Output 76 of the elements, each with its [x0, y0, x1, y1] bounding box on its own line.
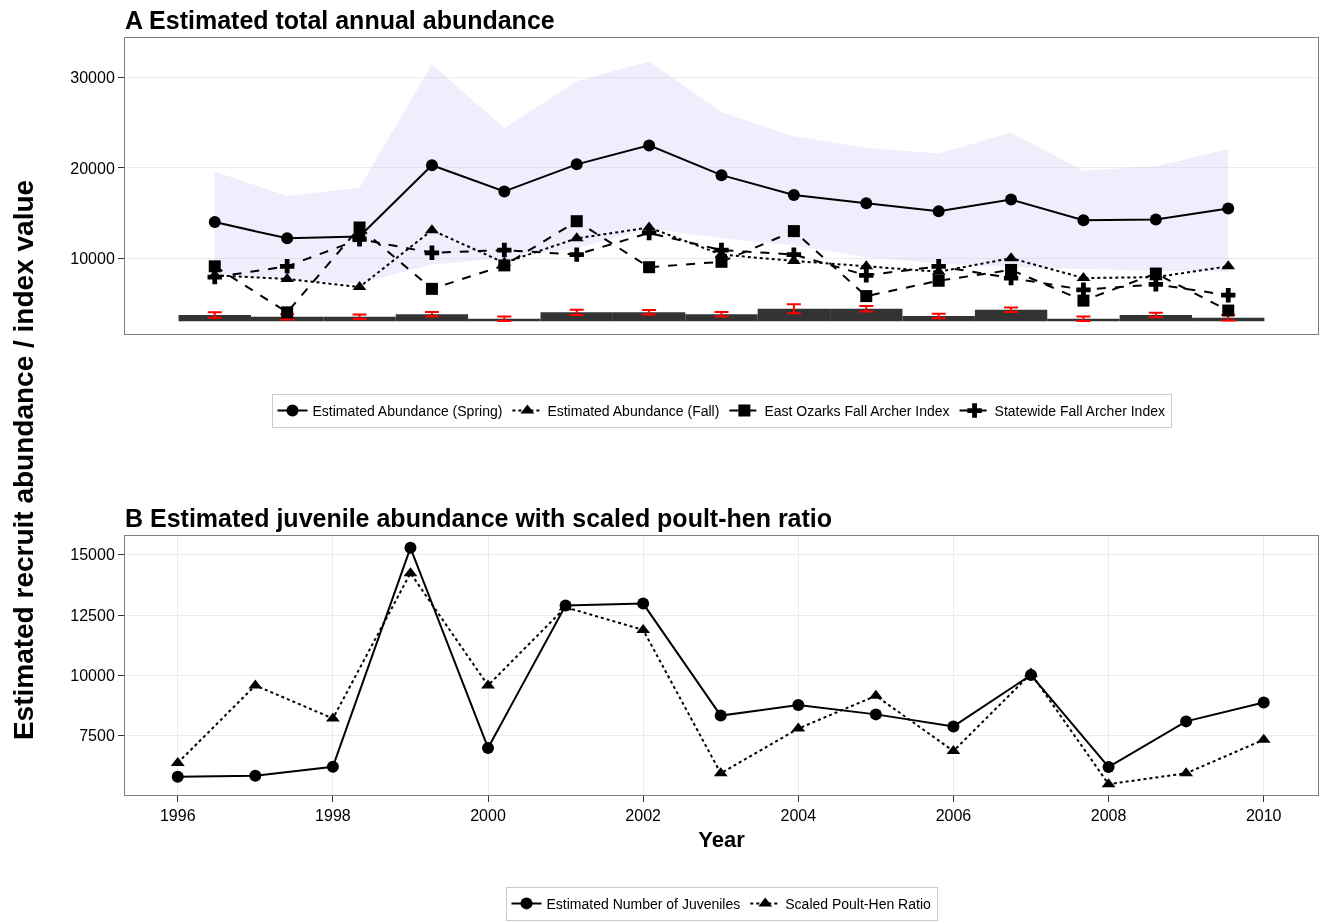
point [208, 216, 221, 229]
point [932, 205, 945, 218]
point [497, 242, 512, 258]
y-tick-label: 30000 [70, 69, 115, 87]
x-tick-label: 2000 [470, 807, 506, 825]
x-axis-title: Year [698, 827, 746, 853]
y-tick-label: 20000 [70, 159, 115, 177]
x-tick-label: 2002 [625, 807, 662, 825]
point [425, 224, 439, 234]
point [715, 255, 728, 268]
point [947, 720, 960, 733]
point [1180, 715, 1193, 728]
legend-label: Estimated Number of Juveniles [546, 895, 741, 912]
point [326, 760, 339, 773]
point [1024, 667, 1038, 677]
legend-label: Statewide Fall Archer Index [994, 403, 1165, 420]
legend-label: Scaled Poult-Hen Ratio [785, 895, 931, 912]
point [498, 259, 511, 272]
x-tick-label: 2004 [780, 807, 817, 825]
point [570, 215, 583, 228]
chart-title: B Estimated juvenile abundance with scaled poult-hen ratio [125, 503, 833, 532]
point [1004, 252, 1018, 262]
point [792, 698, 805, 711]
y-tick-label: 7500 [79, 727, 115, 745]
point [481, 679, 495, 689]
point [208, 260, 221, 273]
y-tick-label: 10000 [70, 667, 115, 685]
point [569, 247, 584, 262]
point [1222, 202, 1235, 215]
legend-label: Estimated Abundance (Spring) [312, 403, 503, 420]
point [1102, 761, 1115, 773]
x-tick-label: 1996 [159, 807, 196, 825]
point [498, 185, 511, 198]
point [570, 158, 583, 171]
point [1076, 282, 1091, 297]
point [1149, 213, 1162, 226]
point [715, 169, 728, 182]
point [1221, 288, 1236, 303]
point [1077, 214, 1090, 227]
y-tick-label: 12500 [70, 606, 115, 624]
point [353, 221, 366, 234]
x-tick-label: 2006 [935, 807, 972, 825]
point [869, 708, 882, 721]
x-tick-label: 2010 [1245, 807, 1282, 825]
point [643, 139, 656, 152]
legend-label: East Ozarks Fall Archer Index [764, 403, 950, 420]
point [281, 232, 294, 245]
point [425, 282, 438, 295]
point [281, 306, 294, 319]
point [1222, 304, 1235, 317]
point [860, 290, 873, 303]
y-axis-title: Estimated recruit abundance / index value [8, 179, 40, 741]
y-tick-label: 10000 [70, 249, 115, 267]
chart-title: A Estimated total annual abundance [125, 5, 555, 34]
point [249, 769, 262, 782]
point [637, 597, 650, 610]
y-tick-label: 15000 [70, 546, 115, 564]
point [425, 159, 438, 172]
point [859, 268, 874, 283]
point [279, 259, 295, 274]
point [1077, 294, 1090, 307]
point [1005, 193, 1018, 206]
point [482, 741, 495, 754]
legend-label: Estimated Abundance (Fall) [547, 403, 720, 420]
point [787, 189, 800, 202]
point [643, 261, 656, 274]
x-tick-label: 2008 [1090, 807, 1127, 825]
x-tick-label: 1998 [315, 807, 351, 825]
point [787, 225, 800, 238]
point [714, 709, 727, 722]
point [424, 245, 440, 260]
point [932, 274, 945, 287]
point [171, 770, 184, 783]
point [404, 541, 417, 554]
point [860, 197, 873, 210]
point [1257, 696, 1270, 709]
